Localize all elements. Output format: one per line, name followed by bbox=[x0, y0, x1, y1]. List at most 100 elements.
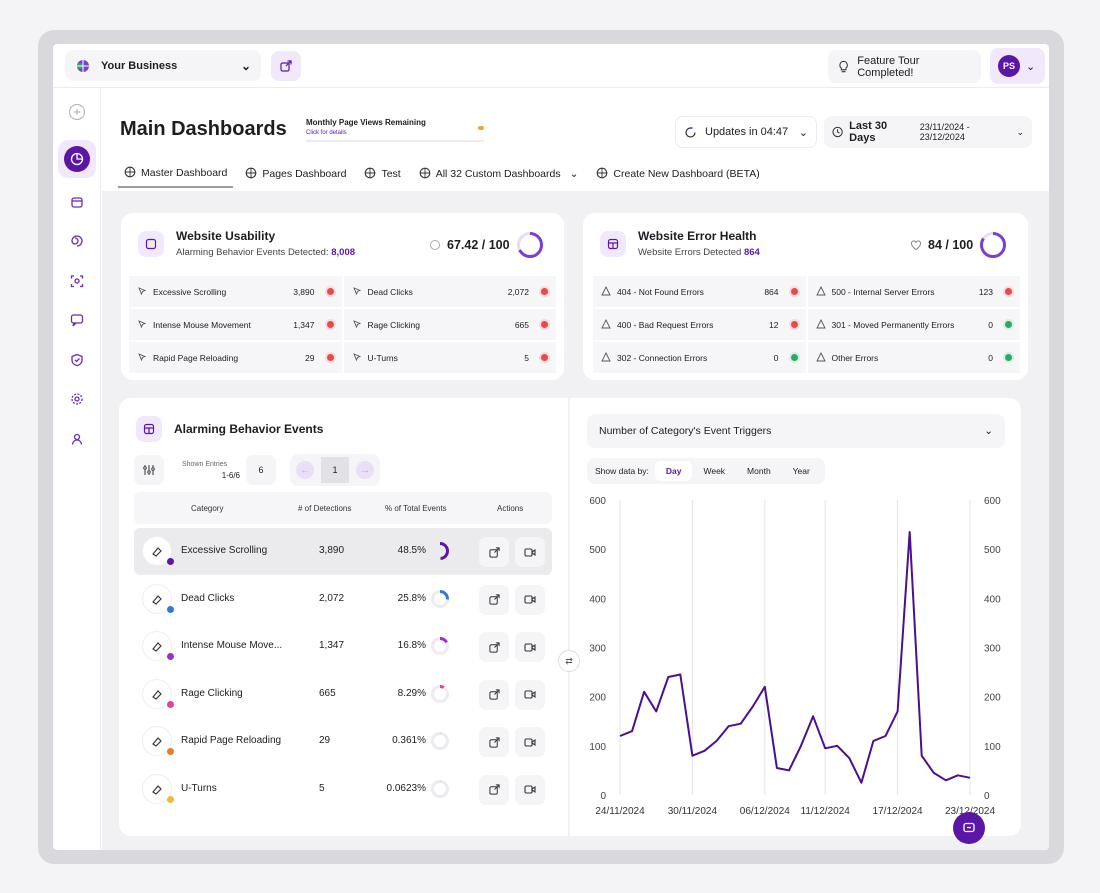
watch-recording-button[interactable] bbox=[515, 774, 545, 805]
data-point[interactable] bbox=[823, 746, 827, 750]
table-row[interactable]: U-Turns 5 0.0623% bbox=[134, 766, 552, 813]
data-point[interactable] bbox=[859, 781, 863, 785]
table-row[interactable]: Intense Mouse Move... 1,347 16.8% bbox=[134, 623, 552, 670]
open-external-button[interactable] bbox=[271, 51, 301, 81]
table-row[interactable]: Dead Clicks 2,072 25.8% bbox=[134, 576, 552, 623]
page-views-link[interactable]: Click for details bbox=[306, 130, 347, 136]
next-page-button[interactable]: → bbox=[356, 461, 374, 479]
metric-cell[interactable]: 500 - Internal Server Errors 123 bbox=[807, 276, 1020, 307]
metric-cell[interactable]: Excessive Scrolling 3,890 bbox=[129, 276, 342, 307]
period-month[interactable]: Month bbox=[747, 466, 771, 476]
data-point[interactable] bbox=[678, 673, 682, 677]
metric-cell[interactable]: 404 - Not Found Errors 864 bbox=[593, 276, 806, 307]
col-detections[interactable]: # of Detections bbox=[298, 504, 352, 513]
metric-cell[interactable]: U-Turns 5 bbox=[343, 342, 556, 373]
sidebar-item-feedback[interactable] bbox=[65, 308, 89, 332]
data-point[interactable] bbox=[763, 685, 767, 689]
metric-cell[interactable]: Intense Mouse Movement 1,347 bbox=[129, 309, 342, 340]
filter-button[interactable] bbox=[134, 455, 164, 485]
watch-recording-button[interactable] bbox=[515, 537, 545, 567]
data-point[interactable] bbox=[690, 754, 694, 758]
watch-recording-button[interactable] bbox=[515, 632, 545, 662]
chart-metric-dropdown[interactable]: Number of Category's Event Triggers ⌄ bbox=[587, 414, 1005, 448]
data-point[interactable] bbox=[666, 675, 670, 679]
data-point[interactable] bbox=[727, 724, 731, 728]
data-point[interactable] bbox=[847, 756, 851, 760]
sidebar-item-reports[interactable] bbox=[65, 190, 89, 214]
date-range-picker[interactable]: Last 30 Days 23/11/2024 - 23/12/2024 ⌄ bbox=[824, 116, 1032, 148]
data-point[interactable] bbox=[739, 722, 743, 726]
data-point[interactable] bbox=[715, 739, 719, 743]
tab-3[interactable]: All 32 Custom Dashboards ⌄ bbox=[413, 160, 585, 188]
data-point[interactable] bbox=[787, 768, 791, 772]
table-row[interactable]: Rage Clicking 665 8.29% bbox=[134, 671, 552, 718]
sidebar-item-settings[interactable] bbox=[65, 387, 89, 411]
business-selector[interactable]: Your Business ⌄ bbox=[65, 50, 261, 81]
data-point[interactable] bbox=[751, 705, 755, 709]
watch-recording-button[interactable] bbox=[515, 679, 545, 710]
data-point[interactable] bbox=[618, 734, 622, 738]
open-details-button[interactable] bbox=[479, 727, 509, 757]
tab-2[interactable]: Test bbox=[358, 160, 406, 188]
data-point[interactable] bbox=[642, 690, 646, 694]
data-point[interactable] bbox=[884, 734, 888, 738]
col-category[interactable]: Category bbox=[191, 504, 224, 513]
data-point[interactable] bbox=[932, 771, 936, 775]
metric-cell[interactable]: Rage Clicking 665 bbox=[343, 309, 556, 340]
watch-recording-button[interactable] bbox=[515, 584, 545, 615]
metric-cell[interactable]: Rapid Page Reloading 29 bbox=[129, 342, 342, 373]
open-details-button[interactable] bbox=[479, 584, 509, 615]
data-point[interactable] bbox=[920, 754, 924, 758]
data-point[interactable] bbox=[956, 773, 960, 777]
resize-handle[interactable]: ⇄ bbox=[558, 650, 580, 672]
data-point[interactable] bbox=[775, 766, 779, 770]
metric-cell[interactable]: 400 - Bad Request Errors 12 bbox=[593, 309, 806, 340]
open-details-button[interactable] bbox=[479, 632, 509, 662]
period-day[interactable]: Day bbox=[654, 461, 693, 481]
auto-update-control[interactable]: Updates in 04:47 ⌄ bbox=[675, 116, 817, 148]
open-details-button[interactable] bbox=[479, 679, 509, 710]
data-point[interactable] bbox=[799, 744, 803, 748]
dashboard-tabs: Master Dashboard Pages Dashboard Test All 3… bbox=[118, 160, 772, 188]
data-point[interactable] bbox=[944, 778, 948, 782]
sidebar-item-heatmaps[interactable] bbox=[65, 269, 89, 293]
category-color-dot bbox=[167, 653, 174, 660]
table-row[interactable]: Rapid Page Reloading 29 0.361% bbox=[134, 718, 552, 765]
chat-support-button[interactable] bbox=[953, 812, 985, 844]
page-views-remaining[interactable]: Monthly Page Views Remaining Click for d… bbox=[306, 118, 484, 142]
sidebar-item-home[interactable] bbox=[65, 100, 89, 124]
data-point[interactable] bbox=[702, 749, 706, 753]
period-week[interactable]: Week bbox=[703, 466, 726, 476]
tab-1[interactable]: Pages Dashboard bbox=[239, 160, 352, 188]
open-details-button[interactable] bbox=[479, 537, 509, 567]
sidebar-item-recordings[interactable] bbox=[65, 229, 89, 253]
data-point[interactable] bbox=[835, 744, 839, 748]
data-point[interactable] bbox=[896, 709, 900, 713]
page-size-select[interactable]: 6 bbox=[246, 455, 276, 485]
metric-cell[interactable]: 301 - Moved Permanently Errors 0 bbox=[807, 309, 1020, 340]
data-point[interactable] bbox=[871, 739, 875, 743]
data-point[interactable] bbox=[908, 530, 912, 534]
current-page[interactable]: 1 bbox=[321, 457, 349, 483]
data-point[interactable] bbox=[630, 729, 634, 733]
metric-value: 0 bbox=[988, 352, 993, 363]
sidebar-item-users[interactable] bbox=[65, 427, 89, 451]
table-row[interactable]: Excessive Scrolling 3,890 48.5% bbox=[134, 528, 552, 575]
tab-0[interactable]: Master Dashboard bbox=[118, 160, 234, 188]
feature-tour-button[interactable]: Feature Tour Completed! bbox=[828, 50, 981, 83]
metric-cell[interactable]: Other Errors 0 bbox=[807, 342, 1020, 373]
col-percent[interactable]: % of Total Events bbox=[385, 504, 447, 513]
sidebar-item-security[interactable] bbox=[65, 348, 89, 372]
data-point[interactable] bbox=[968, 776, 972, 780]
sidebar-item-dashboards[interactable] bbox=[58, 140, 96, 178]
data-point[interactable] bbox=[811, 714, 815, 718]
metric-cell[interactable]: Dead Clicks 2,072 bbox=[343, 276, 556, 307]
data-point[interactable] bbox=[654, 709, 658, 713]
tab-4[interactable]: Create New Dashboard (BETA) bbox=[590, 160, 765, 188]
period-year[interactable]: Year bbox=[792, 466, 810, 476]
prev-page-button[interactable]: ← bbox=[296, 461, 314, 479]
watch-recording-button[interactable] bbox=[515, 727, 545, 757]
open-details-button[interactable] bbox=[479, 774, 509, 805]
user-menu[interactable]: PS ⌄ bbox=[990, 48, 1045, 84]
metric-cell[interactable]: 302 - Connection Errors 0 bbox=[593, 342, 806, 373]
